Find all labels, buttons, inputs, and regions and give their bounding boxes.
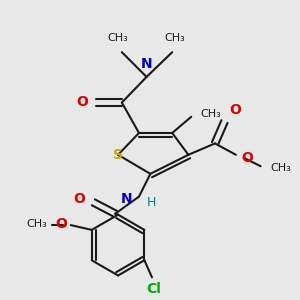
Text: S: S [113, 148, 123, 162]
Text: O: O [73, 193, 85, 206]
Text: CH₃: CH₃ [108, 33, 128, 43]
Text: Cl: Cl [146, 282, 161, 296]
Text: H: H [147, 196, 156, 209]
Text: CH₃: CH₃ [165, 33, 185, 43]
Text: CH₃: CH₃ [270, 163, 291, 173]
Text: CH₃: CH₃ [26, 219, 47, 229]
Text: O: O [242, 151, 254, 165]
Text: N: N [121, 193, 132, 206]
Text: O: O [229, 103, 241, 117]
Text: N: N [141, 57, 152, 71]
Text: CH₃: CH₃ [201, 109, 221, 119]
Text: O: O [77, 94, 88, 109]
Text: O: O [55, 217, 67, 231]
